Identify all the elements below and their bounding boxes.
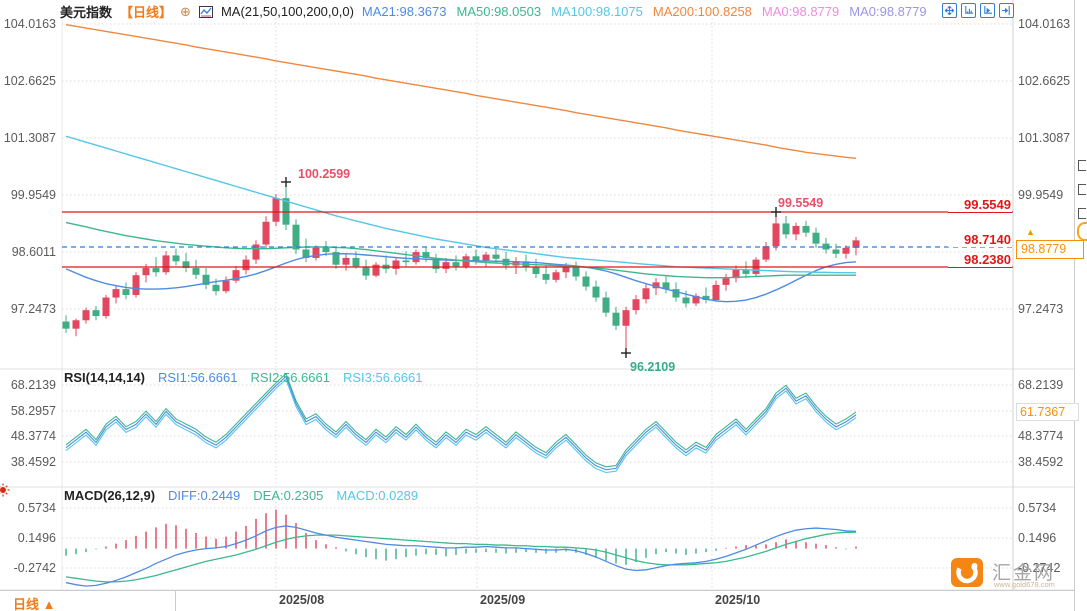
price-up-arrow-icon: ▲ xyxy=(1026,227,1035,237)
axis-tick: 38.4592 xyxy=(1018,455,1064,469)
rsi-values: RSI1:56.6661 RSI2:56.6661 RSI3:56.6661 xyxy=(158,370,423,385)
rsi-value: RSI2:56.6661 xyxy=(250,370,330,385)
site-name: 汇金网 xyxy=(992,563,1056,584)
current-rsi-box: 61.7367 xyxy=(1016,403,1079,421)
ma-settings-label: MA(21,50,100,200,0,0) xyxy=(220,4,354,19)
date-label: 2025/08 xyxy=(279,593,325,607)
move-tool-icon[interactable] xyxy=(942,3,957,18)
axis-tick: 99.9549 xyxy=(1018,188,1064,202)
clipped-glyph xyxy=(1078,208,1086,219)
macd-header: MACD(26,12,9) DIFF:0.2449 DEA:0.2305 MACD:… xyxy=(64,488,418,503)
axis-tick: 104.0163 xyxy=(1018,17,1071,31)
indicator-window-icon[interactable] xyxy=(980,3,995,18)
axis-tick: 97.2473 xyxy=(10,302,56,316)
date-label: 2025/09 xyxy=(480,593,526,607)
period-selector[interactable]: 日线 ▲ xyxy=(13,597,56,611)
chart-toolbar xyxy=(942,3,1014,18)
support-level-label: 98.2380 xyxy=(948,253,1012,268)
axis-tick: 102.6625 xyxy=(3,74,56,88)
axis-tick: -0.2742 xyxy=(1018,561,1061,575)
axis-tick: 48.3774 xyxy=(1018,429,1064,443)
add-indicator-icon[interactable]: ⊕ xyxy=(180,4,191,19)
period-tag: 【日线】 xyxy=(120,5,173,20)
axis-tick: 101.3087 xyxy=(3,131,56,145)
rsi-title: RSI(14,14,14) xyxy=(64,370,145,385)
indicator-chart-icon[interactable] xyxy=(198,5,213,18)
site-watermark: 汇金网 www.gold678.com xyxy=(951,556,1085,592)
recent-high-annotation: 99.5549 xyxy=(778,196,824,210)
axis-tick: 97.2473 xyxy=(1018,302,1064,316)
symbol-title: 美元指数 xyxy=(60,5,113,20)
macd-title: MACD(26,12,9) xyxy=(64,488,156,503)
axis-tick: 48.3774 xyxy=(10,429,56,443)
ma-value: MA21:98.3673 xyxy=(361,4,447,19)
macd-value: MACD:0.0289 xyxy=(336,488,419,503)
mid-level-label: 98.7140 xyxy=(948,233,1012,247)
axis-tick: 58.2957 xyxy=(10,404,56,418)
ma-value: MA0:98.8779 xyxy=(761,4,840,19)
rsi-value: RSI1:56.6661 xyxy=(157,370,238,385)
ma-value: MA200:100.8258 xyxy=(652,4,752,19)
rsi-value: RSI3:56.6661 xyxy=(342,370,423,385)
macd-value: DIFF:0.2449 xyxy=(168,488,241,503)
axis-tick: 0.5734 xyxy=(17,501,56,515)
ma-values: MA21:98.3673 MA50:98.0503 MA100:98.1075 MA2… xyxy=(362,4,927,19)
axis-tick: 101.3087 xyxy=(1018,131,1071,145)
clipped-glyph xyxy=(1078,160,1086,171)
axis-tick: -0.2742 xyxy=(13,561,56,575)
axis-tick: 102.6625 xyxy=(1018,74,1071,88)
axis-tick: 98.6011 xyxy=(11,245,56,259)
axis-tick: 38.4592 xyxy=(10,455,56,469)
main-header: 美元指数 【日线】 ⊕ MA(21,50,100,200,0,0) MA21:9… xyxy=(60,2,927,21)
bottom-bar-divider xyxy=(175,591,176,611)
axis-tick: 104.0163 xyxy=(3,17,56,31)
axis-tick: 0.1496 xyxy=(1018,531,1057,545)
panel-handle-icon xyxy=(1077,222,1087,241)
ma-value: MA50:98.0503 xyxy=(456,4,542,19)
current-price-box: 98.8779 xyxy=(1016,240,1084,259)
exit-view-icon[interactable] xyxy=(999,3,1014,18)
bottom-bar: 日线 ▲ xyxy=(0,590,1087,611)
macd-values: DIFF:0.2449 DEA:0.2305 MACD:0.0289 xyxy=(168,488,418,503)
axis-tick: 0.5734 xyxy=(1018,501,1057,515)
clipped-glyph xyxy=(1078,184,1086,195)
rsi-header: RSI(14,14,14) RSI1:56.6661 RSI2:56.6661 RS… xyxy=(64,370,422,385)
axis-tick: 68.2139 xyxy=(10,378,56,392)
date-label: 2025/10 xyxy=(715,593,761,607)
settings-sun-icon[interactable] xyxy=(0,482,13,503)
ma-value: MA100:98.1075 xyxy=(551,4,643,19)
macd-value: DEA:0.2305 xyxy=(253,488,324,503)
high-annotation: 100.2599 xyxy=(298,167,351,181)
collapsed-side-panel[interactable] xyxy=(1074,0,1087,611)
site-logo-icon xyxy=(951,558,983,587)
axis-tick: 0.1496 xyxy=(17,531,56,545)
site-url: www.gold678.com xyxy=(994,580,1055,589)
axis-tick: 99.9549 xyxy=(10,188,56,202)
resistance-level-label: 99.5549 xyxy=(948,198,1012,213)
ma-value: MA0:98.8779 xyxy=(849,4,927,19)
axis-settings-icon[interactable] xyxy=(961,3,976,18)
low-annotation: 96.2109 xyxy=(630,360,676,374)
axis-tick: 68.2139 xyxy=(1018,378,1064,392)
